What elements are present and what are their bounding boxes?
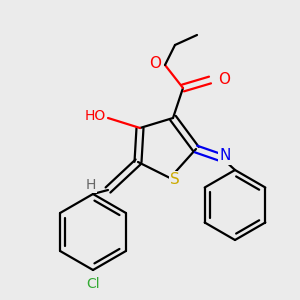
- Text: Cl: Cl: [86, 277, 100, 291]
- Text: H: H: [85, 178, 96, 192]
- Text: O: O: [218, 73, 230, 88]
- Text: HO: HO: [85, 109, 106, 123]
- Text: N: N: [219, 148, 231, 164]
- Text: S: S: [170, 172, 180, 188]
- Text: O: O: [149, 56, 161, 70]
